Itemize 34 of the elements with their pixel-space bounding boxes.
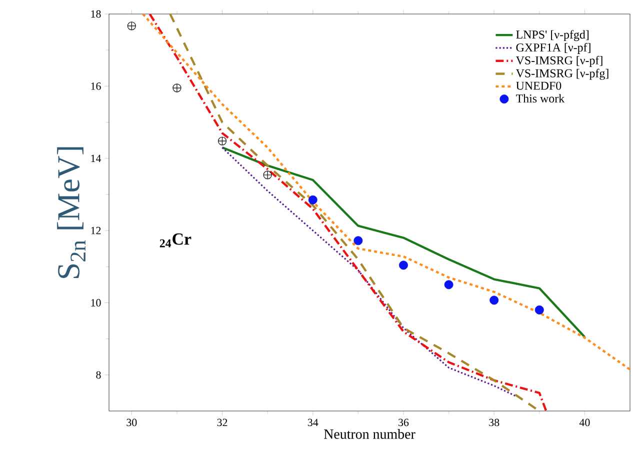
point — [399, 260, 408, 270]
y-tick-label: 18 — [91, 10, 101, 18]
point — [172, 84, 182, 92]
x-tick-label: 40 — [579, 418, 590, 426]
y-axis-title: S$_{2n}$ [MeV] — [57, 147, 86, 278]
point — [534, 305, 544, 314]
legend-label: VS-IMSRG [ν-pfg] — [516, 68, 608, 80]
y-tick-label: 10 — [91, 299, 101, 306]
y-tick-label: 14 — [91, 154, 102, 162]
point — [127, 22, 136, 30]
point — [490, 296, 499, 305]
x-axis-title: Neutron number — [324, 429, 416, 439]
line-series — [221, 146, 586, 338]
x-tick-label: 32 — [217, 418, 228, 426]
legend-label: VS-IMSRG [ν-pf] — [516, 56, 602, 67]
point — [354, 236, 363, 246]
line-series — [142, 14, 630, 371]
x-tick-label: 36 — [398, 418, 409, 426]
legend-label: UNEDF0 — [516, 82, 562, 90]
legend-label: GXPF1A [ν-pf] — [516, 42, 590, 54]
x-tick-label: 30 — [126, 418, 137, 426]
legend-label: This work — [516, 94, 565, 103]
legend-label: LNPS' [ν-pfgd] — [516, 30, 589, 42]
point — [308, 195, 318, 204]
point — [263, 170, 272, 180]
y-tick-label: 16 — [91, 82, 101, 90]
x-tick-label: 38 — [489, 418, 500, 426]
x-tick-label: 34 — [308, 418, 318, 426]
line-series — [221, 146, 518, 398]
y-tick-label: 12 — [91, 226, 101, 234]
point — [444, 280, 454, 290]
point — [218, 136, 227, 146]
y-tick-label: 8 — [96, 371, 101, 379]
annotation: $_{24}$Cr — [160, 233, 192, 248]
